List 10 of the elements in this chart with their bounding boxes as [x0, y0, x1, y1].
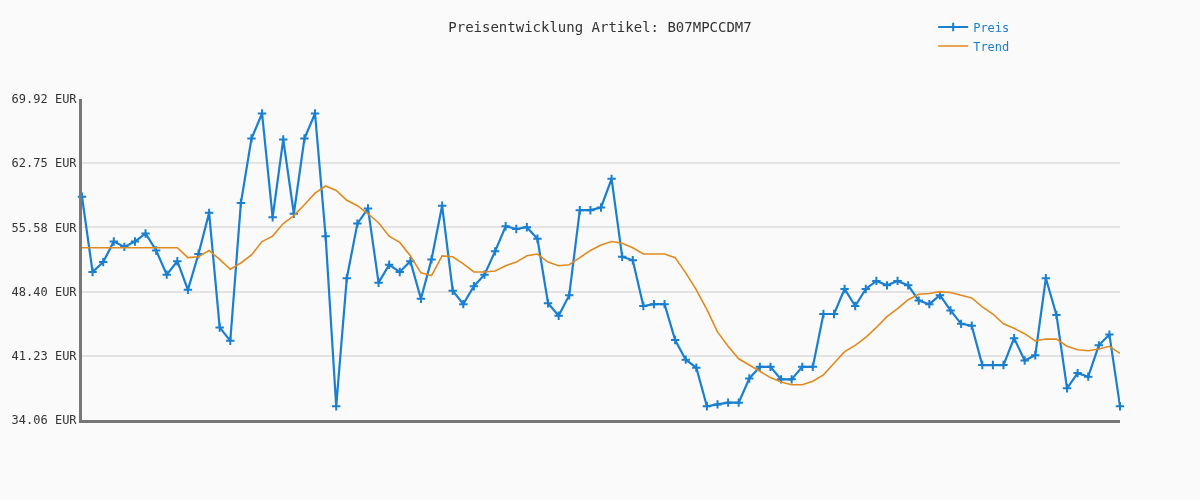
y-tick-label: 62.75 EUR [11, 156, 78, 171]
y-tick-label: 34.06 EUR [11, 413, 78, 428]
line-series [82, 185, 1120, 386]
y-tick-label: 48.40 EUR [11, 284, 78, 299]
y-tick-label: 69.92 EUR [11, 92, 78, 107]
chart-title: Preisentwicklung Artikel: B07MPCCDM7 [448, 19, 752, 36]
y-tick-label: 55.58 EUR [11, 220, 78, 235]
legend-label: Trend [973, 39, 1010, 54]
y-tick-label: 41.23 EUR [11, 349, 78, 364]
legend-label: Preis [973, 20, 1010, 35]
